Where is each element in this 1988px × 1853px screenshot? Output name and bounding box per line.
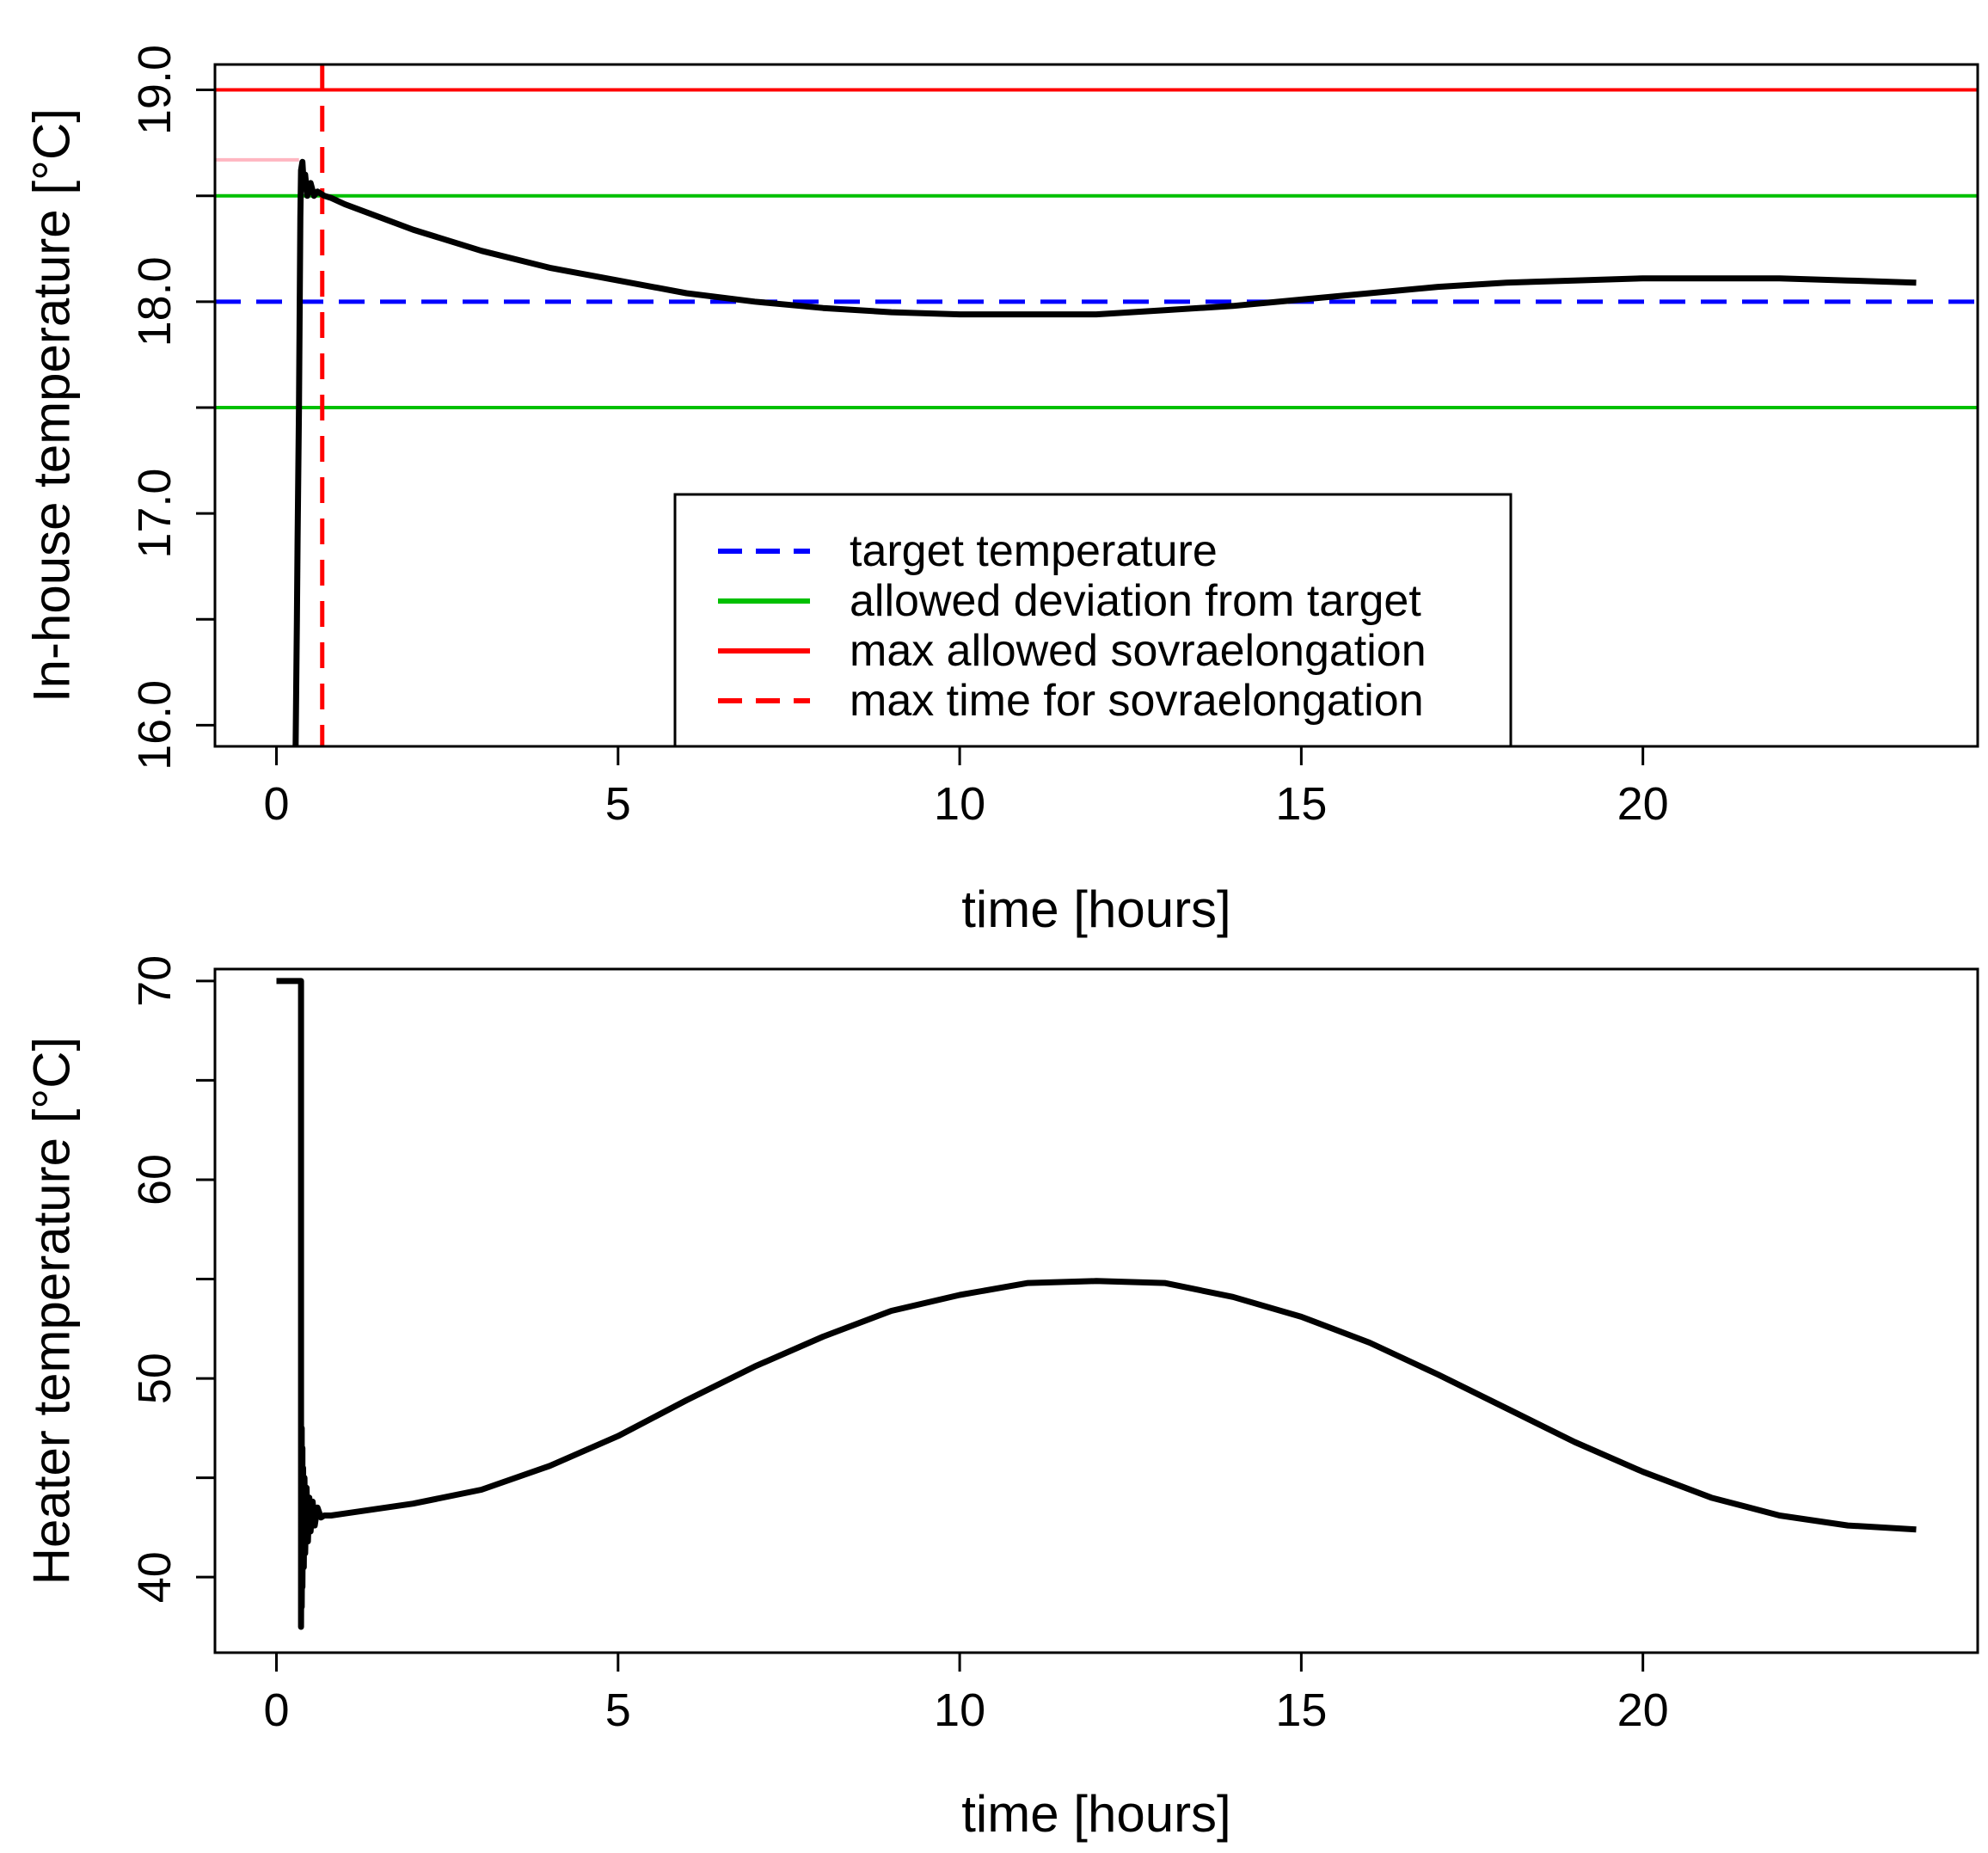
axis-ticks: 0 5 10 15 20 40 50 60 70 [129, 955, 1669, 1736]
x-tick-label: 5 [605, 778, 631, 830]
x-tick-label: 20 [1617, 778, 1669, 830]
x-tick-label: 0 [263, 778, 289, 830]
legend: target temperature allowed deviation fro… [673, 493, 1512, 748]
x-axis-title: time [hours] [961, 1785, 1230, 1843]
y-tick-label: 40 [129, 1551, 181, 1603]
legend-label-target-temperature: target temperature [850, 526, 1218, 576]
y-tick-label: 60 [129, 1154, 181, 1206]
y-tick-label: 70 [129, 955, 181, 1007]
x-axis-title: time [hours] [961, 880, 1230, 938]
series-group [292, 158, 1917, 747]
y-tick-label: 19.0 [129, 45, 181, 135]
legend-label-max-allowed-sovraelongation: max allowed sovraelongation [850, 626, 1427, 676]
axis-ticks: 0 5 10 15 20 16.0 17.0 18.0 19.0 [129, 45, 1669, 830]
series-line [276, 978, 1917, 1630]
y-tick-label: 50 [129, 1353, 181, 1404]
plot-frame [213, 967, 1979, 1654]
y-axis-title: In-house temperature [°C] [23, 108, 81, 703]
x-tick-label: 10 [934, 778, 985, 830]
x-tick-label: 20 [1617, 1684, 1669, 1736]
legend-label-max-time-sovraelongation: max time for sovraelongation [850, 676, 1424, 726]
x-tick-label: 0 [263, 1684, 289, 1736]
y-tick-label: 17.0 [129, 469, 181, 559]
x-tick-label: 15 [1275, 1684, 1327, 1736]
legend-label-allowed-deviation: allowed deviation from target [850, 576, 1421, 626]
y-tick-label: 16.0 [129, 680, 181, 770]
x-tick-label: 5 [605, 1684, 631, 1736]
bottom-panel-heater-temperature: 0 5 10 15 20 40 50 60 70 time [hours] Heater tem… [23, 955, 1979, 1843]
y-tick-label: 18.0 [129, 256, 181, 347]
series-line [292, 158, 1917, 747]
reference-lines [215, 64, 1978, 746]
x-tick-label: 15 [1275, 778, 1327, 830]
x-tick-label: 10 [934, 1684, 985, 1736]
series-group [276, 978, 1917, 1630]
legend-box [673, 493, 1512, 748]
y-axis-title: Heater temperature [°C] [23, 1037, 81, 1586]
top-panel-in-house-temperature: 0 5 10 15 20 16.0 17.0 18.0 19.0 time [hours] In… [23, 45, 1979, 938]
